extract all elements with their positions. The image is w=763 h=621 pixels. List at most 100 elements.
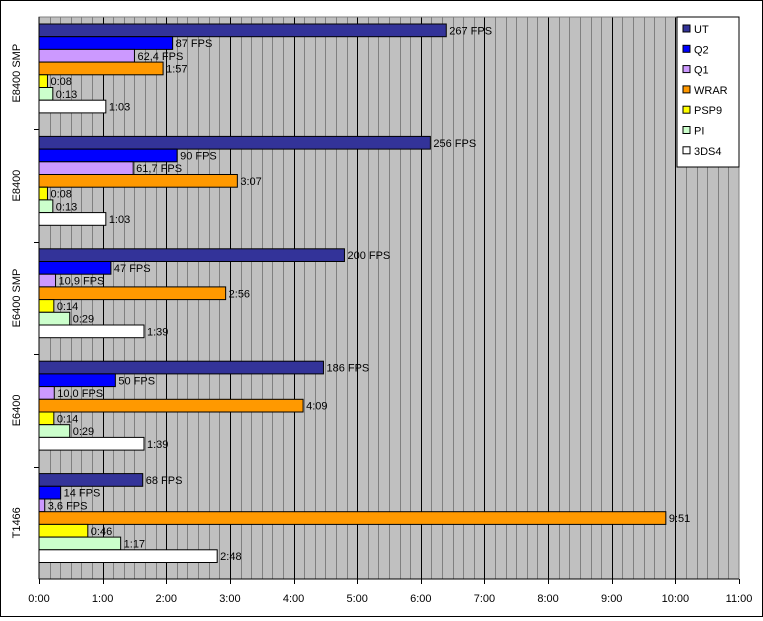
bar-value-label: 10,0 FPS: [57, 388, 103, 400]
bar-value-label: 256 FPS: [433, 138, 476, 150]
bar: [38, 87, 54, 101]
x-tick-label: 3:00: [219, 593, 240, 605]
bar-value-label: 1:17: [124, 538, 145, 550]
x-tick-label: 4:00: [283, 593, 304, 605]
legend-entry: Q1: [694, 65, 709, 77]
legend-entry: PI: [694, 126, 704, 138]
bar-value-label: 10,9 FPS: [59, 276, 105, 288]
legend: UT Q2 Q1 WRAR PSP9 PI 3DS4: [676, 16, 740, 168]
bar: [38, 398, 304, 413]
y-category-label: E8400 SMP: [11, 44, 23, 103]
y-category-label: E8400: [11, 170, 23, 202]
bar-value-label: 50 FPS: [118, 375, 155, 387]
bar: [38, 161, 134, 176]
bar: [38, 74, 48, 89]
y-category-label: E6400: [11, 394, 23, 426]
bar: [38, 549, 218, 563]
x-tick-label: 6:00: [410, 593, 431, 605]
bar-value-label: 1:39: [147, 326, 168, 338]
x-tick-label: 8:00: [537, 593, 558, 605]
bar-value-label: 4:09: [306, 401, 327, 413]
y-category-label: E6400 SMP: [11, 269, 23, 328]
bar-value-label: 0:08: [50, 189, 71, 201]
bar: [38, 498, 46, 513]
y-axis: E8400 SMP E8400 E6400 SMP E6400 T1466: [11, 44, 39, 538]
legend-entry: PSP9: [694, 105, 722, 117]
bar: [38, 248, 345, 263]
legend-swatch: [682, 126, 691, 134]
bar: [38, 23, 447, 38]
bar: [38, 148, 178, 163]
bar-value-label: 3:07: [240, 176, 261, 188]
bar-value-label: 0:14: [57, 413, 78, 425]
bar: [38, 536, 122, 551]
bar: [38, 36, 174, 50]
x-axis: 0:00 1:00 2:00 3:00 4:00 5:00 6:00 7:00 8:00 9:00…: [28, 579, 752, 605]
bar: [38, 411, 55, 426]
bar-value-label: 3,6 FPS: [48, 500, 88, 512]
bar-value-label: 0:29: [73, 314, 94, 326]
bar: [38, 186, 48, 201]
bar: [38, 311, 71, 326]
bar-value-label: 62,4 FPS: [137, 51, 183, 63]
x-tick-label: 1:00: [92, 593, 113, 605]
bar: [38, 61, 164, 76]
bar: [38, 373, 116, 388]
bar-value-label: 0:13: [56, 201, 77, 213]
bar-value-label: 47 FPS: [114, 263, 151, 275]
bar: [38, 212, 107, 226]
bar: [38, 273, 57, 288]
legend-entry: UT: [694, 24, 709, 36]
bar: [38, 324, 145, 339]
legend-swatch: [682, 65, 691, 74]
x-tick-label: 0:00: [28, 593, 49, 605]
bar: [38, 261, 112, 275]
bar-value-label: 1:03: [109, 102, 130, 114]
bar: [38, 485, 62, 500]
x-tick-label: 5:00: [346, 593, 367, 605]
bar: [38, 99, 107, 114]
bar: [38, 299, 55, 313]
bar: [38, 386, 55, 400]
bar-value-label: 186 FPS: [326, 363, 369, 375]
legend-swatch: [682, 24, 691, 33]
bar-value-label: 14 FPS: [64, 488, 101, 500]
bar-value-label: 1:03: [109, 214, 130, 226]
bar: [38, 360, 324, 375]
bar: [38, 286, 227, 301]
bar-value-label: 1:39: [147, 439, 168, 451]
y-category-label: T1466: [11, 507, 23, 538]
legend-swatch: [682, 44, 691, 53]
bar-value-label: 2:56: [229, 288, 250, 300]
x-tick-label: 11:00: [726, 593, 753, 605]
bar-value-label: 2:48: [220, 551, 241, 563]
bar: [38, 523, 89, 538]
bar: [38, 436, 145, 451]
bar-value-label: 68 FPS: [146, 475, 183, 487]
legend-entry: Q2: [694, 44, 709, 56]
bar: [38, 473, 144, 487]
bar-value-label: 61,7 FPS: [136, 163, 182, 175]
bar-value-label: 200 FPS: [347, 250, 390, 262]
legend-entry: WRAR: [694, 85, 728, 97]
bar: [38, 424, 71, 438]
x-tick-label: 10:00: [662, 593, 690, 605]
x-tick-label: 9:00: [601, 593, 622, 605]
legend-entry: 3DS4: [694, 146, 722, 158]
bar: [38, 174, 238, 188]
bar-value-label: 90 FPS: [180, 150, 217, 162]
bar-value-label: 87 FPS: [176, 38, 213, 50]
bar-value-label: 1:57: [166, 63, 187, 75]
x-tick-label: 2:00: [156, 593, 177, 605]
bar-value-label: 0:13: [56, 89, 77, 101]
bar-value-label: 0:14: [57, 301, 78, 313]
legend-swatch: [682, 105, 691, 114]
bar: [38, 48, 135, 63]
bar-value-label: 0:08: [50, 76, 71, 88]
legend-swatch: [682, 85, 691, 94]
bar-value-label: 9:51: [669, 513, 690, 525]
bar-value-label: 0:29: [73, 426, 94, 438]
